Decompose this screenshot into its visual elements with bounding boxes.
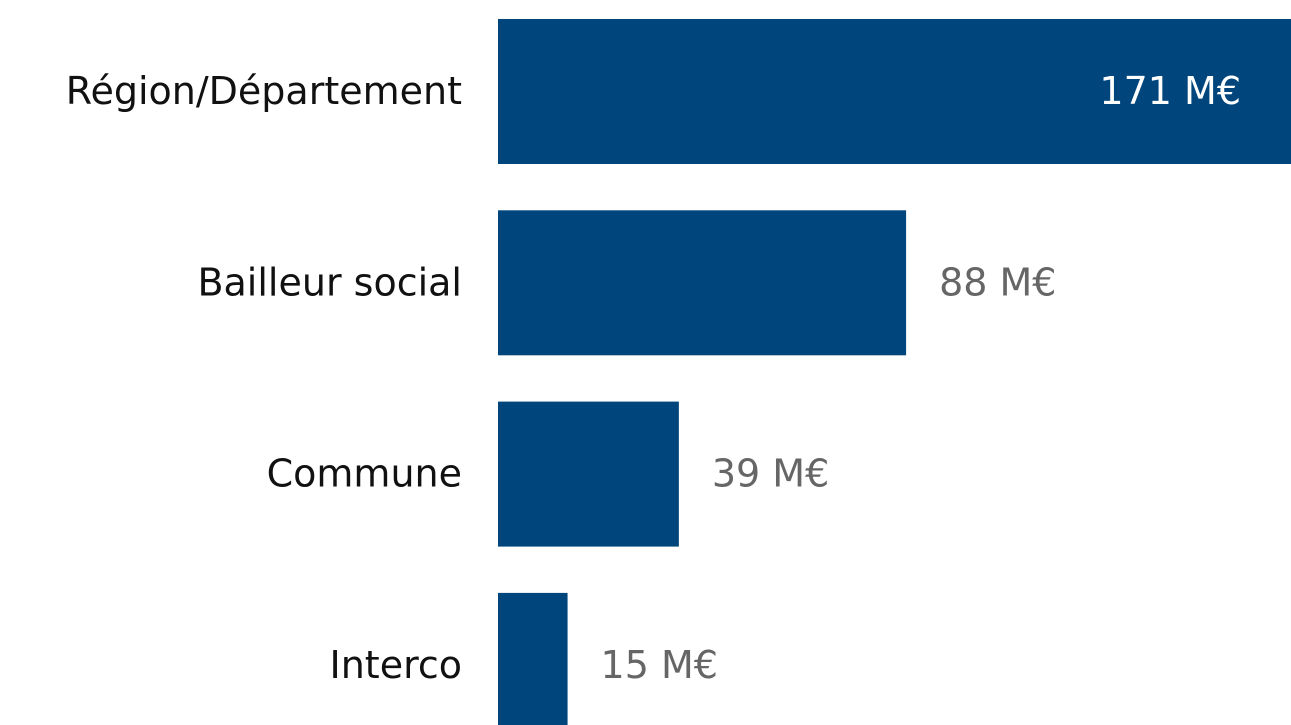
category-label: Bailleur social xyxy=(197,260,462,304)
category-label: Interco xyxy=(330,643,463,687)
bar xyxy=(498,19,1291,164)
category-label: Commune xyxy=(267,452,462,496)
value-label: 39 M€ xyxy=(712,452,829,496)
value-label: 171 M€ xyxy=(1099,69,1241,113)
bar xyxy=(498,210,907,356)
value-label: 15 M€ xyxy=(601,643,718,687)
bar xyxy=(498,592,568,725)
bar xyxy=(498,401,679,547)
category-label: Région/Département xyxy=(66,69,462,113)
value-label: 88 M€ xyxy=(939,260,1056,304)
